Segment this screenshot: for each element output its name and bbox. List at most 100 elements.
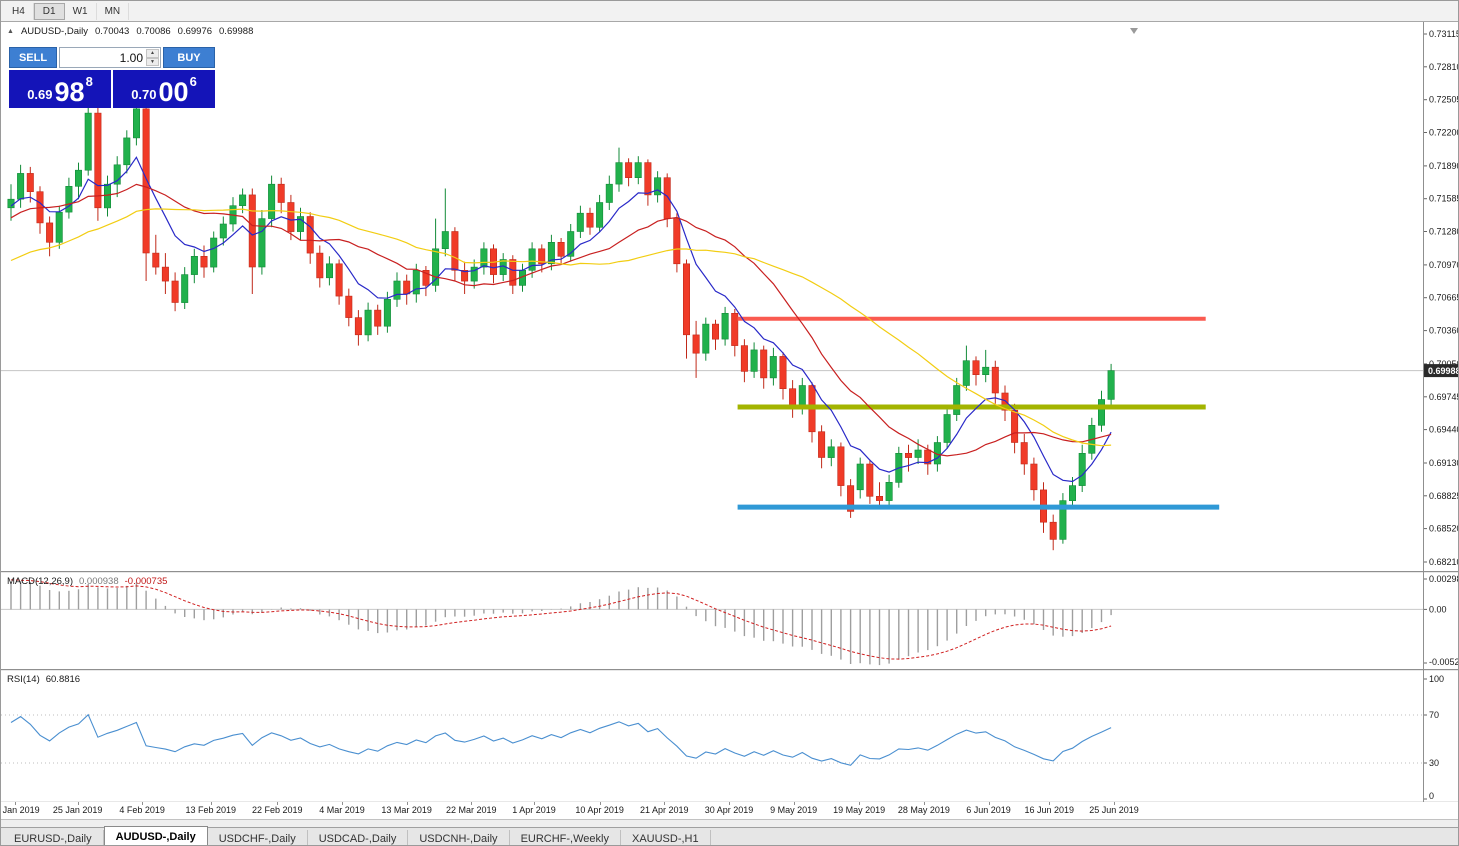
time-label: 9 May 2019 <box>770 805 818 815</box>
chart-tab-eurchf-weekly[interactable]: EURCHF-,Weekly <box>510 830 621 845</box>
volume-value: 1.00 <box>119 50 143 65</box>
buy-button[interactable]: BUY <box>163 47 215 68</box>
macd-signal-value: -0.000735 <box>124 576 168 587</box>
chart-tab-usdcnh-daily[interactable]: USDCNH-,Daily <box>408 830 510 845</box>
buy-price-sup: 6 <box>189 74 197 89</box>
svg-text:-0.005258: -0.005258 <box>1429 657 1459 667</box>
sell-price-big: 98 <box>54 77 85 108</box>
time-label: 25 Jun 2019 <box>1089 805 1139 815</box>
timeframe-button-d1[interactable]: D1 <box>33 2 65 20</box>
chart-tab-eurusd-daily[interactable]: EURUSD-,Daily <box>3 830 104 845</box>
sell-quote-box[interactable]: 0.69 98 8 <box>9 70 111 108</box>
time-tick <box>664 802 666 805</box>
time-tick <box>342 802 343 805</box>
price-scale-label: 0.72200 <box>1429 128 1459 138</box>
candles <box>7 102 1115 551</box>
macd-panel[interactable]: 0.002984 0.00 -0.005258 <box>1 573 1459 669</box>
time-label: 30 Apr 2019 <box>704 805 754 815</box>
volume-spinner: ▲ ▼ <box>146 49 159 66</box>
current-price-badge-text: 0.69988 <box>1428 366 1459 376</box>
macd-signal-line <box>10 579 1112 660</box>
time-label: 6 Jun 2019 <box>966 805 1011 815</box>
price-scale-label: 0.71890 <box>1429 161 1459 171</box>
time-tick <box>1114 802 1115 805</box>
fast-ma <box>10 156 1112 483</box>
mid-ma <box>10 183 1112 457</box>
time-tick <box>534 802 535 805</box>
time-label: 4 Feb 2019 <box>119 805 165 815</box>
time-tick <box>277 802 279 805</box>
chart-tab-usdcad-daily[interactable]: USDCAD-,Daily <box>308 830 409 845</box>
time-label: 22 Mar 2019 <box>446 805 497 815</box>
panel-separator[interactable] <box>1 669 1458 671</box>
time-tick <box>1049 802 1051 805</box>
price-scale-label: 0.70360 <box>1429 326 1459 336</box>
low-value: 0.69976 <box>177 26 213 37</box>
price-scale-label: 0.68520 <box>1429 524 1459 534</box>
chart-tab-audusd-daily[interactable]: AUDUSD-,Daily <box>103 826 208 845</box>
svg-text:0: 0 <box>1429 791 1434 801</box>
svg-text:0.00: 0.00 <box>1429 604 1447 614</box>
price-scale-label: 0.70665 <box>1429 293 1459 303</box>
timeframe-toolbar: H4 D1 W1 MN <box>1 1 1458 22</box>
time-tick <box>142 802 144 805</box>
time-label: 25 Jan 2019 <box>52 805 103 815</box>
timeframe-button-h4[interactable]: H4 <box>4 2 34 20</box>
panel-separator <box>1 801 1458 802</box>
rsi-scale: 100 70 30 0 <box>1423 674 1444 801</box>
time-label: 19 May 2019 <box>833 805 886 815</box>
price-chart[interactable]: 0.73115 0.72810 0.72505 0.72200 0.71890 0.715… <box>1 22 1459 571</box>
time-label: 21 Apr 2019 <box>640 805 689 815</box>
time-label: 22 Feb 2019 <box>252 805 303 815</box>
time-axis[interactable]: 16 Jan 2019 25 Jan 2019 4 Feb 2019 13 Feb 2… <box>1 802 1458 819</box>
high-value: 0.70086 <box>136 26 171 37</box>
svg-text:100: 100 <box>1429 674 1444 684</box>
time-tick <box>729 802 730 805</box>
rsi-panel[interactable]: 100 70 30 0 <box>1 671 1459 801</box>
price-scale-label: 0.72810 <box>1429 62 1459 72</box>
volume-down-arrow[interactable]: ▼ <box>146 57 159 66</box>
price-scale[interactable]: 0.73115 0.72810 0.72505 0.72200 0.71890 0.715… <box>1423 29 1459 567</box>
time-tick <box>210 802 212 805</box>
price-scale-label: 0.71585 <box>1429 194 1459 204</box>
close-value: 0.69988 <box>219 26 254 37</box>
current-price-badge <box>1424 364 1458 378</box>
volume-up-arrow[interactable]: ▲ <box>146 49 159 58</box>
chart-area: 0.73115 0.72810 0.72505 0.72200 0.71890 0.715… <box>1 22 1459 571</box>
slow-ma <box>10 208 1112 447</box>
chart-tab-xauusd-h1[interactable]: XAUUSD-,H1 <box>621 830 711 845</box>
time-tick <box>77 802 79 805</box>
symbol-label: AUDUSD-,Daily <box>20 26 88 37</box>
volume-input[interactable]: 1.00 ▲ ▼ <box>59 47 161 68</box>
chart-ohlc-header: ▲ AUDUSD-,Daily 0.70043 0.70086 0.69976 … <box>7 26 253 37</box>
sell-price-sup: 8 <box>85 74 93 89</box>
chart-tab-usdchf-daily[interactable]: USDCHF-,Daily <box>208 830 308 845</box>
timeframe-button-mn[interactable]: MN <box>97 2 130 20</box>
time-label: 16 Jun 2019 <box>1024 805 1075 815</box>
price-scale-label: 0.73115 <box>1429 29 1459 39</box>
sell-button[interactable]: SELL <box>9 47 57 68</box>
time-label: 16 Jan 2019 <box>1 805 40 815</box>
time-tick <box>923 802 925 805</box>
rsi-levels <box>1 714 1423 764</box>
time-tick <box>859 802 861 805</box>
buy-quote-box[interactable]: 0.70 00 6 <box>113 70 215 108</box>
time-label: 13 Mar 2019 <box>381 805 432 815</box>
macd-scale: 0.002984 0.00 -0.005258 <box>1423 574 1459 667</box>
price-scale-label: 0.68210 <box>1429 557 1459 567</box>
panel-separator[interactable] <box>1 571 1458 573</box>
svg-text:70: 70 <box>1429 710 1439 720</box>
macd-name: MACD(12,26,9) <box>7 576 73 587</box>
price-scale-label: 0.71280 <box>1429 227 1459 237</box>
price-scale-separator <box>1423 22 1424 802</box>
timeframe-button-w1[interactable]: W1 <box>65 2 97 20</box>
horizontal-scrollbar[interactable] <box>1 819 1458 827</box>
chart-shift-marker-icon[interactable] <box>1130 28 1138 34</box>
moving-averages <box>10 156 1112 483</box>
time-tick <box>471 802 473 805</box>
hline-objects[interactable] <box>737 316 1220 510</box>
collapse-icon[interactable]: ▲ <box>7 28 14 35</box>
time-label: 28 May 2019 <box>897 805 950 815</box>
time-label: 4 Mar 2019 <box>319 805 365 815</box>
